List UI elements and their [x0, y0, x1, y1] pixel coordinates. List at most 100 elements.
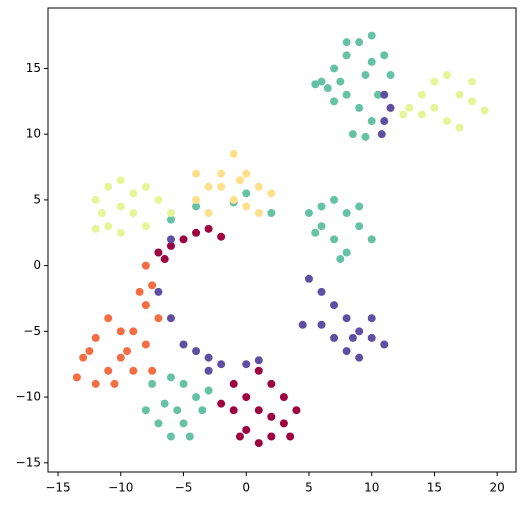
point	[342, 248, 351, 257]
point	[104, 314, 113, 323]
point	[330, 195, 339, 204]
point	[242, 169, 251, 178]
point	[286, 432, 295, 441]
point	[85, 347, 94, 356]
point	[160, 255, 169, 264]
point	[342, 347, 351, 356]
point	[405, 103, 414, 112]
point	[267, 432, 276, 441]
point	[148, 366, 157, 375]
point	[129, 366, 138, 375]
point	[242, 393, 251, 402]
point	[317, 320, 326, 329]
x-tick-label: 0	[242, 481, 250, 495]
point	[204, 386, 213, 395]
point	[179, 379, 188, 388]
point	[185, 432, 194, 441]
point	[330, 301, 339, 310]
point	[116, 353, 125, 362]
point	[104, 222, 113, 231]
point	[91, 333, 100, 342]
point	[179, 340, 188, 349]
point	[148, 379, 157, 388]
point	[355, 38, 364, 47]
point	[179, 235, 188, 244]
point	[198, 406, 207, 415]
point	[123, 347, 132, 356]
point	[141, 222, 150, 231]
point	[242, 425, 251, 434]
point	[154, 248, 163, 257]
point	[104, 366, 113, 375]
point	[386, 103, 395, 112]
point	[330, 64, 339, 73]
y-tick-label: −5	[23, 324, 41, 338]
point	[342, 51, 351, 60]
point	[141, 301, 150, 310]
point	[317, 222, 326, 231]
point	[166, 432, 175, 441]
point	[242, 360, 251, 369]
point	[254, 439, 263, 448]
point	[154, 419, 163, 428]
point	[417, 90, 426, 99]
point	[348, 333, 357, 342]
x-tick-label: 5	[305, 481, 313, 495]
point	[373, 90, 382, 99]
point	[380, 51, 389, 60]
point	[367, 31, 376, 40]
point	[417, 110, 426, 119]
point	[254, 182, 263, 191]
x-tick-label: 10	[364, 481, 379, 495]
point	[304, 209, 313, 218]
point	[217, 360, 226, 369]
point	[348, 130, 357, 139]
point	[455, 123, 464, 132]
point	[141, 406, 150, 415]
point	[192, 393, 201, 402]
point	[217, 232, 226, 241]
point	[330, 97, 339, 106]
point	[342, 38, 351, 47]
point	[129, 209, 138, 218]
point	[116, 202, 125, 211]
y-tick-label: 10	[26, 127, 41, 141]
point	[317, 77, 326, 86]
point	[254, 356, 263, 365]
point	[192, 347, 201, 356]
point	[229, 406, 238, 415]
point	[110, 379, 119, 388]
x-tick-label: 15	[427, 481, 442, 495]
point	[204, 353, 213, 362]
point	[141, 182, 150, 191]
x-tick-label: −15	[45, 481, 70, 495]
point	[361, 71, 370, 80]
point	[72, 373, 81, 382]
point	[455, 90, 464, 99]
point	[254, 366, 263, 375]
point	[304, 274, 313, 283]
point	[97, 209, 106, 218]
point	[91, 379, 100, 388]
x-tick-label: 20	[490, 481, 505, 495]
point	[367, 117, 376, 126]
point	[116, 327, 125, 336]
point	[166, 241, 175, 250]
point	[367, 333, 376, 342]
point	[229, 195, 238, 204]
point	[355, 103, 364, 112]
point	[377, 130, 386, 139]
point	[192, 202, 201, 211]
point	[166, 235, 175, 244]
point	[204, 209, 213, 218]
point	[336, 255, 345, 264]
point	[367, 314, 376, 323]
point	[468, 97, 477, 106]
point	[91, 195, 100, 204]
point	[267, 412, 276, 421]
point	[235, 432, 244, 441]
y-tick-label: 15	[26, 61, 41, 75]
point	[430, 103, 439, 112]
point	[154, 195, 163, 204]
